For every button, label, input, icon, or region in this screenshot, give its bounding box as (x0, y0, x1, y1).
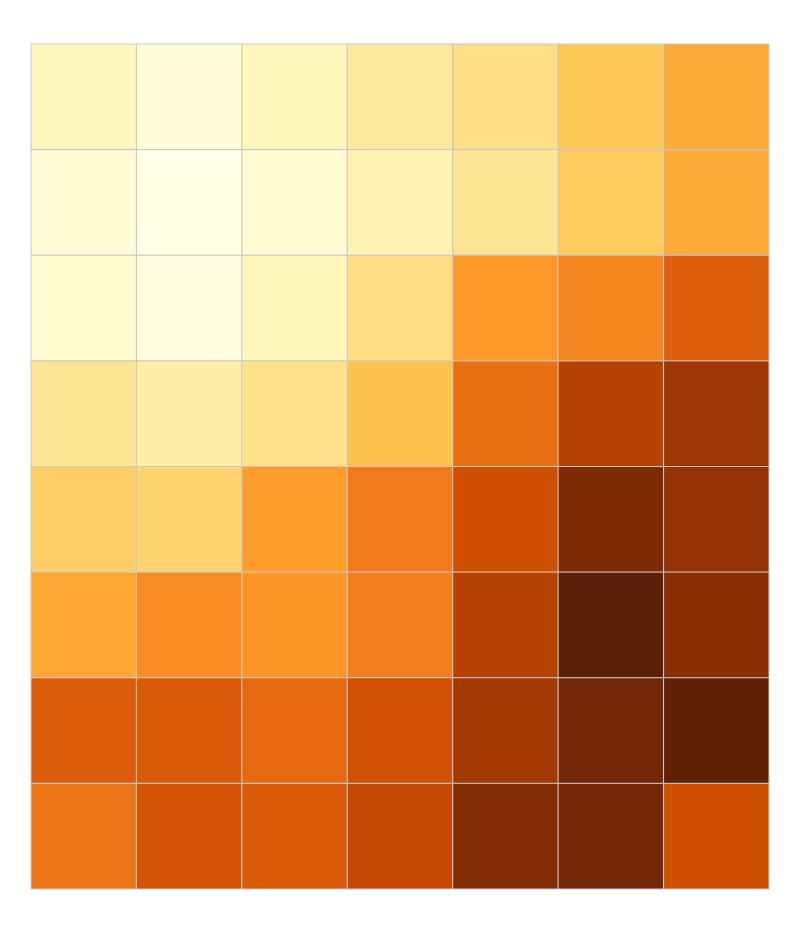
heatmap-cell-r0-c5 (557, 43, 665, 151)
heatmap-cell-r0-c3 (346, 43, 454, 151)
heatmap-cell-r4-c6 (663, 466, 770, 573)
heatmap-cell-r1-c3 (346, 149, 454, 256)
heatmap-cell-r1-c6 (663, 149, 770, 256)
heatmap-cell-r6-c6 (663, 677, 770, 784)
heatmap-cell-r1-c4 (452, 149, 559, 256)
heatmap-cell-r3-c2 (241, 360, 348, 467)
heatmap-cell-r7-c5 (557, 782, 665, 890)
heatmap-cell-r6-c0 (30, 677, 137, 784)
heatmap-cell-r1-c5 (557, 149, 665, 256)
heatmap-cell-r5-c4 (452, 571, 559, 679)
heatmap-cell-r0-c6 (663, 43, 770, 151)
heatmap-cell-r6-c2 (241, 677, 348, 784)
heatmap-cell-r0-c1 (135, 43, 243, 151)
heatmap-cell-r1-c1 (135, 149, 243, 256)
heatmap-cell-r5-c2 (241, 571, 348, 679)
heatmap-cell-r5-c5 (557, 571, 665, 679)
heatmap-cell-r6-c5 (557, 677, 665, 784)
heatmap-cell-r3-c0 (30, 360, 137, 467)
heatmap-cell-r5-c0 (30, 571, 137, 679)
heatmap-cell-r0-c4 (452, 43, 559, 151)
heatmap-cell-r5-c1 (135, 571, 243, 679)
heatmap-cell-r7-c1 (135, 782, 243, 890)
heatmap-cell-r4-c0 (30, 466, 137, 573)
heatmap-cell-r3-c1 (135, 360, 243, 467)
heatmap-cell-r4-c2 (241, 466, 348, 573)
heatmap-cell-r2-c0 (30, 254, 137, 362)
heatmap-cell-r7-c3 (346, 782, 454, 890)
heatmap-cell-r4-c3 (346, 466, 454, 573)
heatmap-cell-r2-c4 (452, 254, 559, 362)
heatmap-cell-r5-c3 (346, 571, 454, 679)
heatmap-cell-r4-c1 (135, 466, 243, 573)
heatmap-cell-r2-c3 (346, 254, 454, 362)
heatmap-cell-r7-c4 (452, 782, 559, 890)
heatmap-cell-r4-c5 (557, 466, 665, 573)
heatmap-cell-r2-c5 (557, 254, 665, 362)
heatmap-cell-r3-c5 (557, 360, 665, 467)
heatmap-cell-r7-c2 (241, 782, 348, 890)
heatmap-cell-r0-c0 (30, 43, 137, 151)
heatmap-cell-r5-c6 (663, 571, 770, 679)
heatmap-cell-r3-c3 (346, 360, 454, 467)
heatmap-cell-r0-c2 (241, 43, 348, 151)
heatmap-cell-r7-c6 (663, 782, 770, 890)
heatmap-cell-r1-c2 (241, 149, 348, 256)
heatmap-cell-r6-c4 (452, 677, 559, 784)
heatmap-cell-r3-c6 (663, 360, 770, 467)
heatmap-cell-r2-c2 (241, 254, 348, 362)
heatmap-cell-r1-c0 (30, 149, 137, 256)
heatmap-cell-r2-c1 (135, 254, 243, 362)
heatmap-cell-r4-c4 (452, 466, 559, 573)
heatmap-cell-r6-c1 (135, 677, 243, 784)
heatmap-cell-r7-c0 (30, 782, 137, 890)
heatmap-cell-r6-c3 (346, 677, 454, 784)
heatmap-cell-r3-c4 (452, 360, 559, 467)
heatmap-cell-r2-c6 (663, 254, 770, 362)
